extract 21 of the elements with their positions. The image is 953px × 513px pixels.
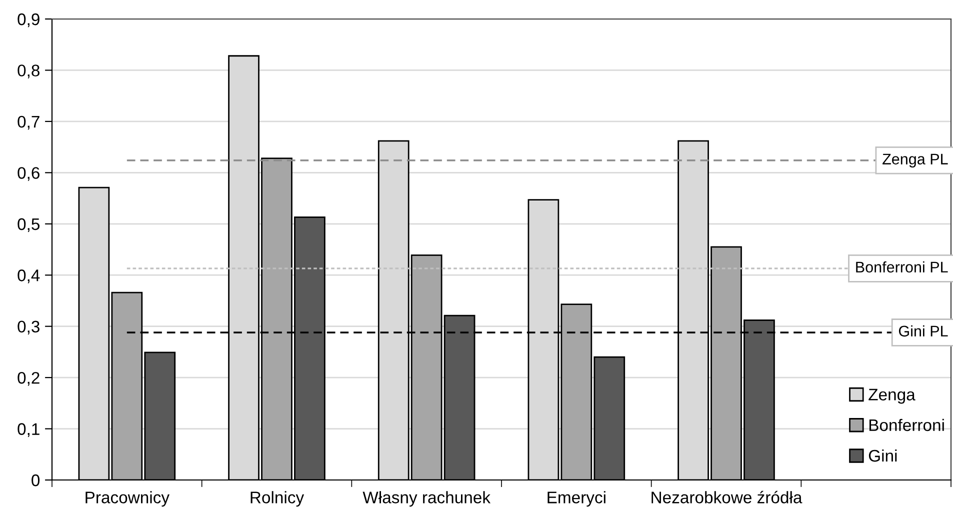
x-tick-label: Emeryci	[548, 491, 606, 507]
ref-line-label: Gini PL	[898, 325, 948, 337]
y-tick-label: 0,4	[18, 270, 40, 284]
legend-label: Bonferroni	[869, 418, 944, 432]
ref-line-label: Bonferroni PL	[856, 261, 948, 273]
x-tick-label: Własny rachunek	[362, 491, 491, 507]
y-tick-label: 0,2	[18, 372, 40, 386]
x-tick-label: Nezarobkowe źródła	[652, 490, 802, 504]
ref-line-label: Zenga PL	[882, 154, 948, 168]
x-tick-label: Pracownicy	[86, 491, 170, 507]
y-tick-label: 0,1	[18, 423, 40, 437]
y-tick-label: 0	[32, 474, 40, 486]
x-tick-label: Rolnicy	[250, 491, 304, 507]
y-tick-label: 0,9	[18, 13, 40, 28]
y-tick-label: 0,5	[18, 218, 40, 232]
y-tick-label: 0,3	[18, 320, 40, 335]
legend-label: Gini	[868, 449, 897, 462]
legend-label: Zenga	[868, 388, 916, 404]
y-tick-label: 0,6	[18, 167, 40, 181]
y-tick-label: 0,8	[18, 64, 40, 78]
y-tick-label: 0,7	[18, 116, 40, 130]
